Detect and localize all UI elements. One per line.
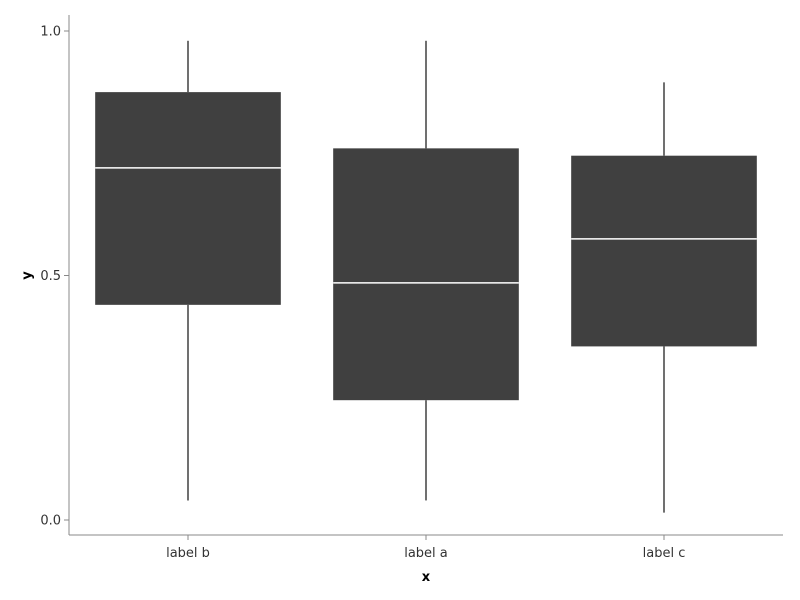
box-group <box>333 40 519 501</box>
iqr-box <box>95 92 281 305</box>
y-tick-label: 0.0 <box>40 514 61 529</box>
x-axis-title: x <box>422 570 431 585</box>
iqr-box <box>333 148 519 401</box>
y-axis-title: y <box>20 271 35 280</box>
y-tick-label: 0.5 <box>40 269 61 284</box>
plot-area <box>95 40 757 513</box>
x-tick-label: label a <box>404 546 448 561</box>
y-tick-label: 1.0 <box>40 25 61 40</box>
y-axis-ticks: 0.0 0.5 1.0 <box>40 25 69 529</box>
x-tick-label: label c <box>643 546 686 561</box>
box-group <box>95 40 281 501</box>
x-axis-ticks: label b label a label c <box>166 535 685 561</box>
iqr-box <box>571 155 757 347</box>
box-group <box>571 82 757 513</box>
x-tick-label: label b <box>166 546 210 561</box>
